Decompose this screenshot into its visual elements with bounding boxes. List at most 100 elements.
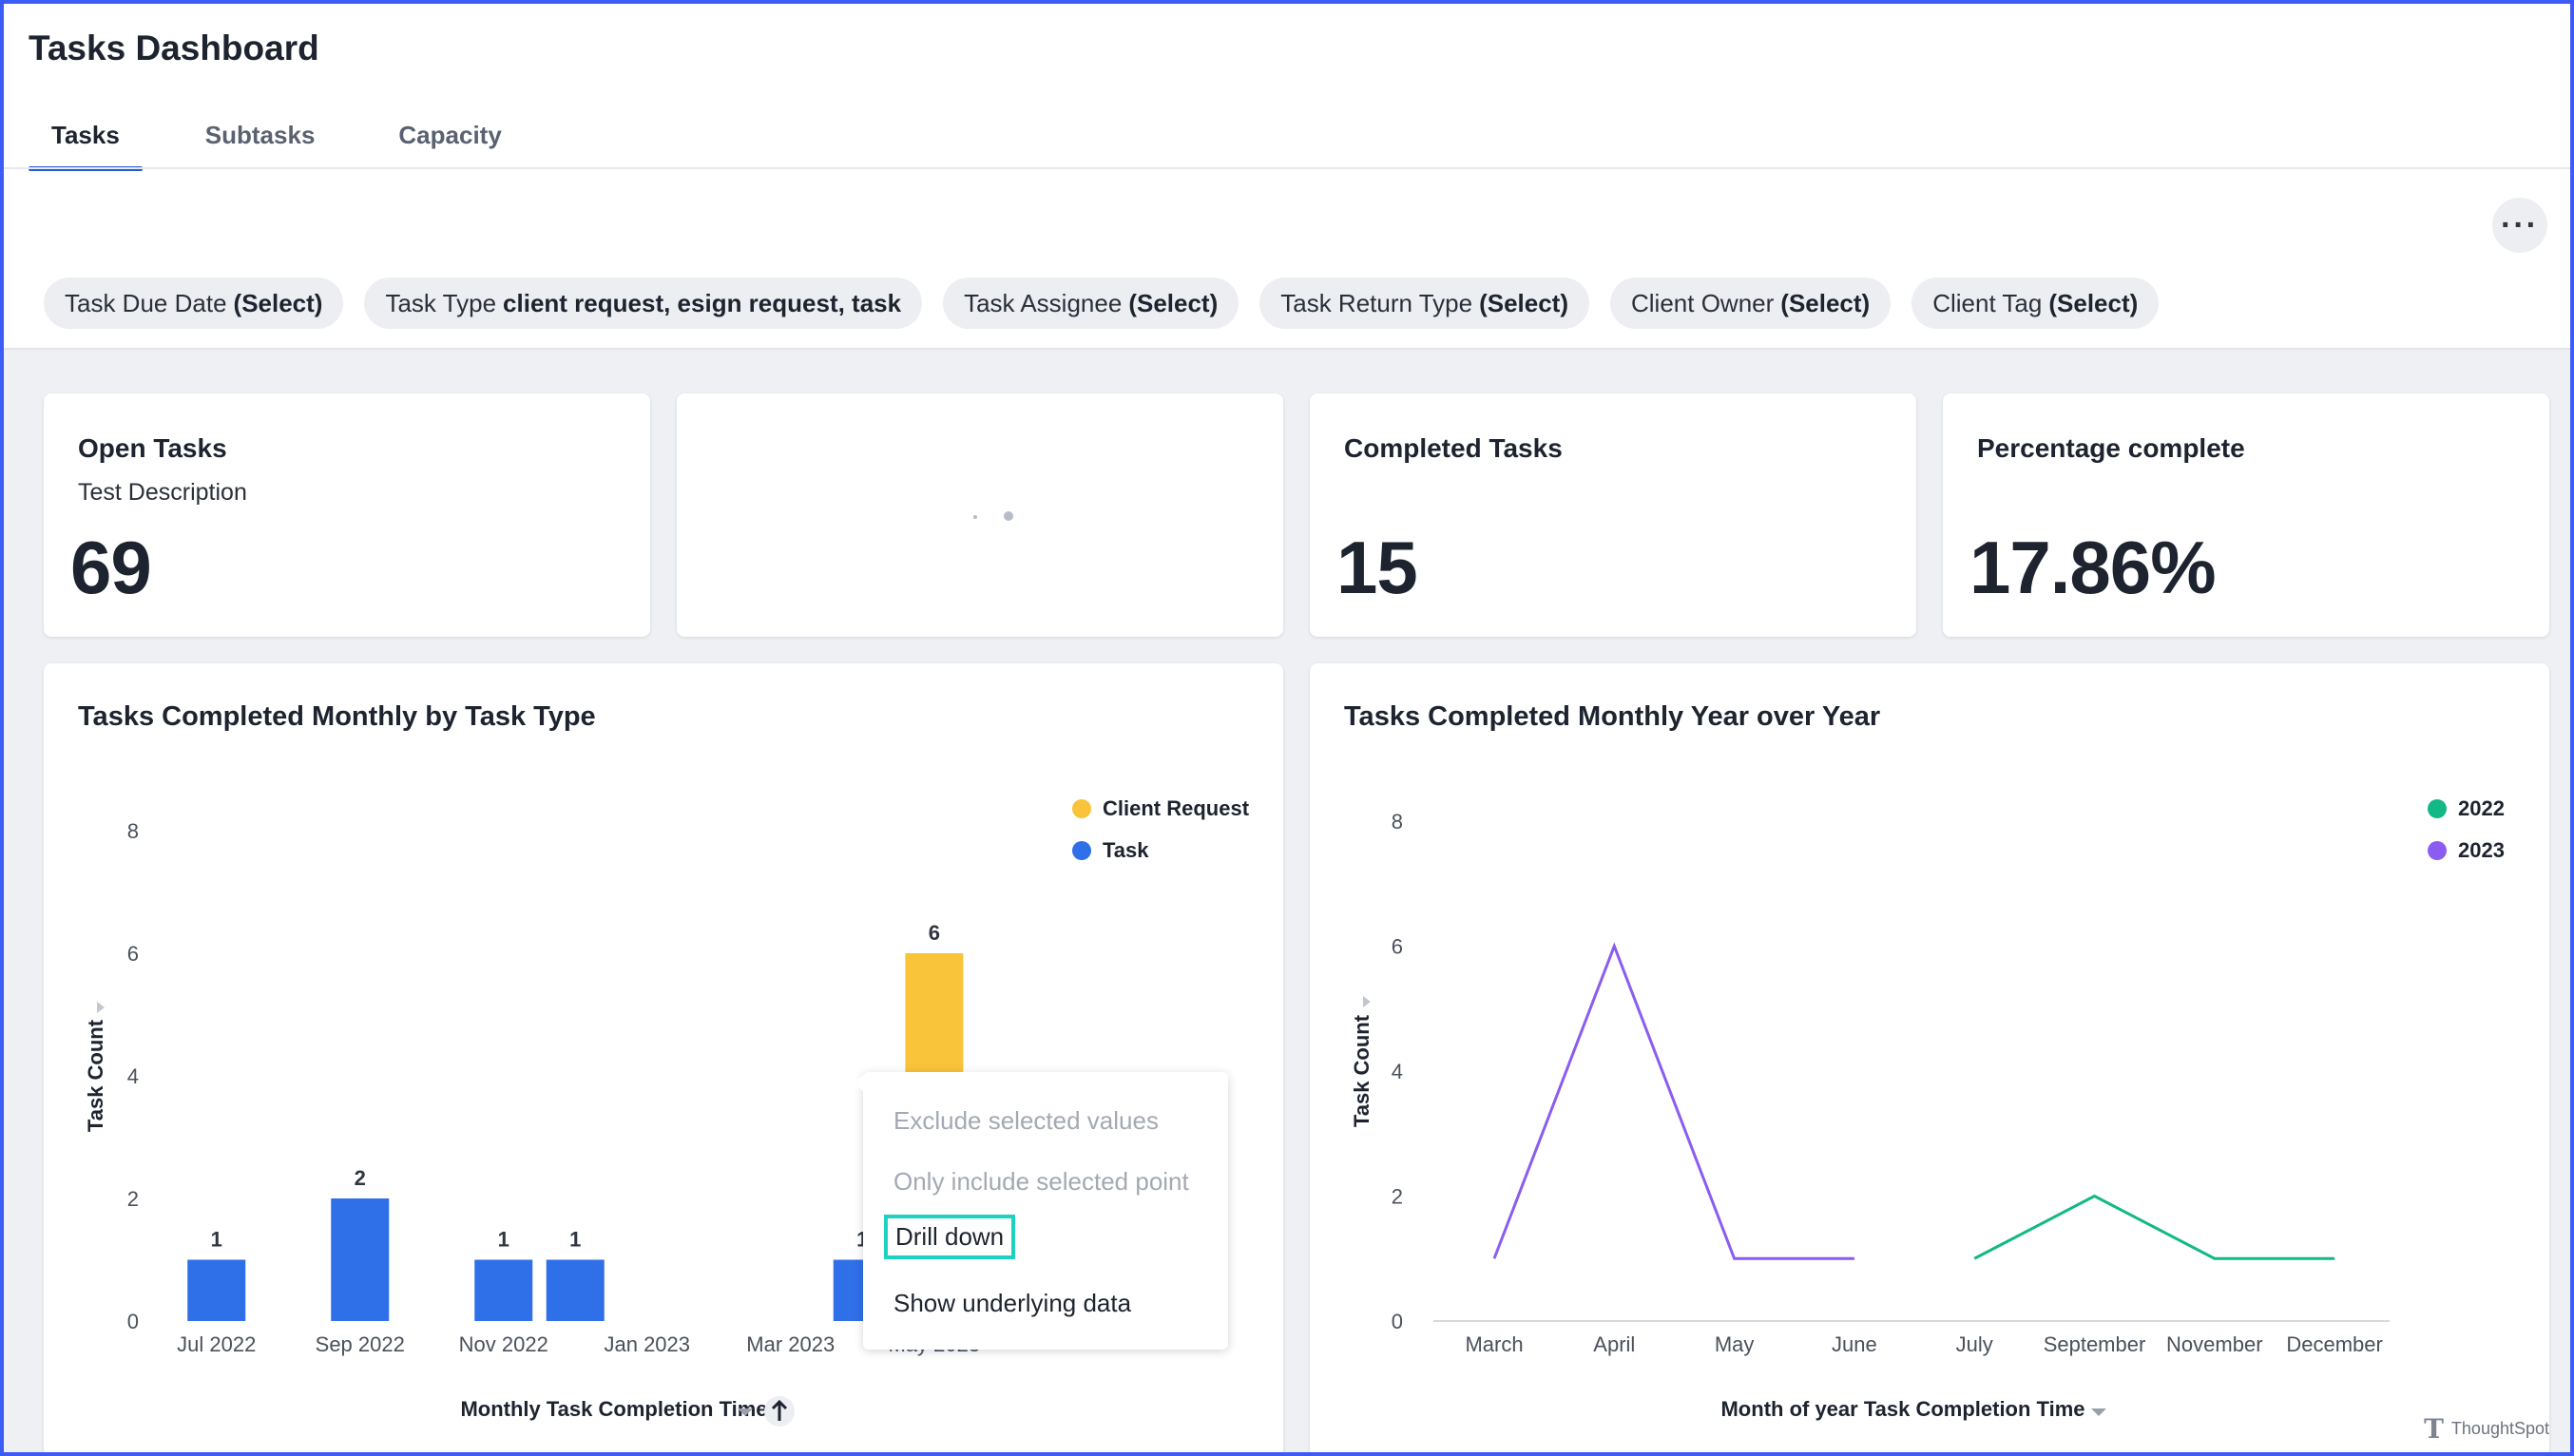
chart-card-year-over-year: Tasks Completed Monthly Year over Year 0… [1310, 663, 2549, 1452]
filter-name: Task Type [385, 288, 497, 317]
filter-chip-task-due-date[interactable]: Task Due Date (Select) [44, 278, 344, 329]
chevron-down-icon [2091, 1408, 2106, 1416]
x-tick-label: March [1465, 1332, 1523, 1356]
y-tick-label: 0 [1392, 1310, 1403, 1333]
legend-swatch [1072, 799, 1091, 818]
tab-bar: Tasks Subtasks Capacity [29, 116, 565, 171]
legend-label: 2022 [2458, 796, 2505, 820]
filter-chip-client-tag[interactable]: Client Tag (Select) [1911, 278, 2160, 329]
legend-label: 2023 [2458, 838, 2505, 862]
filter-value: (Select) [1128, 288, 1219, 317]
legend-swatch [2428, 799, 2447, 818]
x-axis-title: Month of year Task Completion Time [1720, 1397, 2084, 1421]
filter-value: (Select) [1479, 288, 1568, 317]
filter-name: Task Return Type [1280, 288, 1473, 317]
x-tick-label: Mar 2023 [746, 1332, 835, 1356]
tab-tasks[interactable]: Tasks [29, 116, 143, 171]
x-tick-label: December [2286, 1332, 2382, 1356]
data-label: 1 [211, 1228, 222, 1252]
y-tick-label: 6 [1392, 935, 1403, 959]
arrow-up-icon [771, 1399, 788, 1421]
bar-task [331, 1198, 390, 1321]
brand-name: ThoughtSpot [2450, 1419, 2549, 1438]
x-tick-label: Jul 2022 [177, 1332, 256, 1356]
dashboard-header: Tasks Dashboard Tasks Subtasks Capacity … [4, 4, 2570, 350]
chevron-down-icon [738, 1408, 753, 1416]
filter-chip-task-return-type[interactable]: Task Return Type (Select) [1259, 278, 1589, 329]
filter-value: (Select) [233, 288, 323, 317]
kpi-value: 15 [1336, 526, 1418, 609]
x-axis-title: Monthly Task Completion Time [460, 1397, 767, 1421]
legend-swatch [1072, 841, 1091, 860]
legend-label: Client Request [1103, 796, 1250, 820]
data-label: 6 [929, 921, 940, 945]
x-tick-label: Jan 2023 [604, 1332, 690, 1356]
axis-expand-icon [97, 1002, 105, 1013]
chart-title: Tasks Completed Monthly by Task Type [78, 701, 596, 732]
tab-subtasks[interactable]: Subtasks [204, 121, 316, 149]
chart-title: Tasks Completed Monthly Year over Year [1344, 701, 1881, 732]
x-tick-label: July [1956, 1332, 1993, 1356]
thoughtspot-logo: T ThoughtSpot [2424, 1413, 2549, 1445]
kpi-title: Percentage complete [1977, 433, 2245, 463]
kpi-value: 69 [70, 526, 152, 609]
kpi-card-completed-tasks[interactable]: Completed Tasks 15 [1310, 393, 1916, 637]
kpi-card-open-tasks[interactable]: Open Tasks Test Description 69 [44, 393, 650, 637]
filter-chip-task-assignee[interactable]: Task Assignee (Select) [943, 278, 1239, 329]
context-menu: Exclude selected values Only include sel… [854, 1072, 1228, 1350]
menu-item-exclude-selected[interactable]: Exclude selected values [893, 1106, 1159, 1135]
filter-value: (Select) [2048, 288, 2139, 317]
y-tick-label: 8 [127, 819, 139, 843]
menu-item-drill-down[interactable]: Drill down [884, 1215, 1016, 1259]
kpi-title: Open Tasks [78, 433, 227, 463]
tab-capacity[interactable]: Capacity [398, 121, 502, 149]
x-tick-label: April [1593, 1332, 1635, 1356]
ellipsis-icon: ··· [2501, 207, 2539, 243]
y-tick-label: 8 [1392, 810, 1403, 833]
y-tick-label: 2 [1392, 1185, 1403, 1209]
filter-name: Client Tag [1932, 288, 2043, 317]
bar-task [474, 1259, 533, 1321]
thoughtspot-t-icon: T [2424, 1413, 2444, 1445]
filter-value: (Select) [1780, 288, 1871, 317]
menu-item-only-include-selected[interactable]: Only include selected point [893, 1167, 1189, 1196]
y-tick-label: 4 [127, 1064, 139, 1088]
bar-task [187, 1259, 246, 1321]
filter-name: Task Assignee [964, 288, 1123, 317]
y-tick-label: 6 [127, 942, 139, 966]
page-title: Tasks Dashboard [29, 29, 319, 67]
filter-value: client request, esign request, task [503, 288, 902, 317]
x-tick-label: Nov 2022 [459, 1332, 548, 1356]
kpi-description: Test Description [78, 479, 247, 506]
kpi-title: Completed Tasks [1344, 433, 1563, 463]
series-line-2022 [1973, 1194, 2335, 1260]
axis-expand-icon [1363, 996, 1371, 1007]
data-label: 2 [355, 1166, 366, 1190]
filter-name: Task Due Date [65, 288, 227, 317]
kpi-card-percentage-complete[interactable]: Percentage complete 17.86% [1943, 393, 2549, 637]
line-chart: 0 2 4 6 8 Task Count March April May June July Sept… [1350, 796, 2505, 1421]
y-tick-label: 2 [127, 1187, 139, 1211]
menu-item-show-underlying-data[interactable]: Show underlying data [893, 1289, 1132, 1317]
series-line-2023 [1492, 942, 1854, 1260]
filter-chip-task-type[interactable]: Task Type client request, esign request, … [364, 278, 923, 329]
x-tick-label: November [2166, 1332, 2262, 1356]
y-tick-label: 0 [127, 1310, 139, 1333]
data-label: 1 [498, 1228, 509, 1252]
tabs-divider [4, 167, 2570, 169]
filter-bar: Task Due Date (Select) Task Type client re… [44, 278, 2180, 329]
loading-dot [1004, 511, 1013, 521]
x-tick-label: September [2044, 1332, 2146, 1356]
filter-name: Client Owner [1631, 288, 1775, 317]
bar-task [546, 1259, 605, 1321]
kpi-value: 17.86% [1969, 526, 2217, 609]
y-axis-title: Task Count [84, 1019, 107, 1132]
x-tick-label: Sep 2022 [316, 1332, 405, 1356]
y-axis-title: Task Count [1350, 1014, 1373, 1127]
legend-swatch [2428, 841, 2447, 860]
filter-chip-client-owner[interactable]: Client Owner (Select) [1610, 278, 1892, 329]
x-tick-label: May [1715, 1332, 1755, 1356]
loading-dot [973, 515, 977, 519]
kpi-card-loading [677, 393, 1283, 637]
more-options-button[interactable]: ··· [2492, 198, 2547, 253]
